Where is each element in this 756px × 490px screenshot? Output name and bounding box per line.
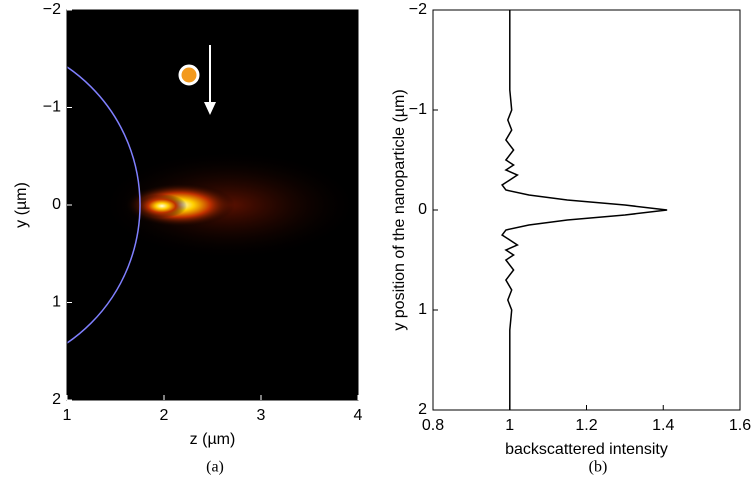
x-axis-label: backscattered intensity (505, 441, 668, 458)
y-tick-label: 1 (52, 294, 61, 311)
y-axis-label: y position of the nanoparticle (µm) (391, 89, 408, 330)
y-tick-label: 0 (418, 201, 427, 218)
arrow-head (204, 102, 216, 115)
x-tick-label: 1.6 (729, 417, 751, 434)
x-axis-label: z (µm) (190, 431, 236, 448)
x-tick-label: 2 (160, 407, 169, 424)
heatmap (67, 10, 358, 400)
y-tick-label: −2 (43, 1, 61, 18)
annotation: 20 nm (134, 43, 175, 60)
plot-frame (432, 9, 741, 411)
y-tick-label: 2 (52, 391, 61, 408)
intensity-line (501, 10, 668, 410)
nanoparticle (178, 64, 200, 86)
x-tick-label: 1 (63, 407, 72, 424)
panel-label: (b) (589, 459, 608, 476)
y-tick-label: 0 (52, 196, 61, 213)
x-tick-label: 3 (257, 407, 266, 424)
x-tick-label: 1 (505, 417, 514, 434)
x-tick-label: 1.2 (575, 417, 597, 434)
y-tick-label: −1 (409, 101, 427, 118)
x-tick-label: 4 (354, 407, 363, 424)
sphere-boundary (67, 66, 141, 344)
x-tick-label: 0.8 (422, 417, 444, 434)
y-tick-label: 2 (418, 401, 427, 418)
y-axis-label: y (µm) (13, 182, 30, 228)
panel-label: (a) (206, 459, 224, 476)
y-tick-label: 1 (418, 301, 427, 318)
y-tick-label: −2 (409, 1, 427, 18)
x-tick-label: 1.4 (652, 417, 674, 434)
y-tick-label: −1 (43, 99, 61, 116)
